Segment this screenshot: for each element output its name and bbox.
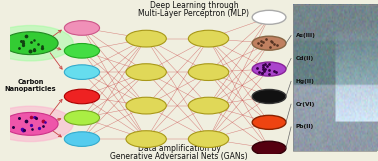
Text: Carbon
Nanoparticles: Carbon Nanoparticles xyxy=(5,79,56,92)
Circle shape xyxy=(188,64,229,80)
Circle shape xyxy=(126,30,166,47)
Circle shape xyxy=(3,112,58,135)
Circle shape xyxy=(64,132,99,146)
Text: Multi-Layer Perceptron (MLP): Multi-Layer Perceptron (MLP) xyxy=(138,9,249,18)
Circle shape xyxy=(64,89,99,104)
Circle shape xyxy=(188,97,229,114)
Circle shape xyxy=(3,32,58,55)
Circle shape xyxy=(252,36,286,50)
Circle shape xyxy=(64,21,99,35)
Circle shape xyxy=(0,25,73,61)
Circle shape xyxy=(252,62,286,76)
Text: As(III): As(III) xyxy=(296,33,315,38)
Circle shape xyxy=(252,115,286,129)
Text: Deep Learning through: Deep Learning through xyxy=(150,1,238,10)
Circle shape xyxy=(188,131,229,147)
Circle shape xyxy=(64,65,99,79)
Text: Data amplification by: Data amplification by xyxy=(138,144,221,153)
Circle shape xyxy=(252,90,286,104)
Circle shape xyxy=(252,141,286,155)
Bar xyxy=(293,5,377,151)
Circle shape xyxy=(0,106,73,142)
Circle shape xyxy=(126,64,166,80)
Text: Cr(VI): Cr(VI) xyxy=(296,102,315,107)
Text: Pb(II): Pb(II) xyxy=(296,124,314,129)
Circle shape xyxy=(126,131,166,147)
Text: Generative Adversarial Nets (GANs): Generative Adversarial Nets (GANs) xyxy=(110,152,248,161)
Circle shape xyxy=(252,10,286,24)
Text: Cd(II): Cd(II) xyxy=(296,56,314,61)
Circle shape xyxy=(64,43,99,58)
Circle shape xyxy=(64,110,99,125)
Circle shape xyxy=(126,97,166,114)
Text: Hg(II): Hg(II) xyxy=(296,79,314,84)
Circle shape xyxy=(188,30,229,47)
